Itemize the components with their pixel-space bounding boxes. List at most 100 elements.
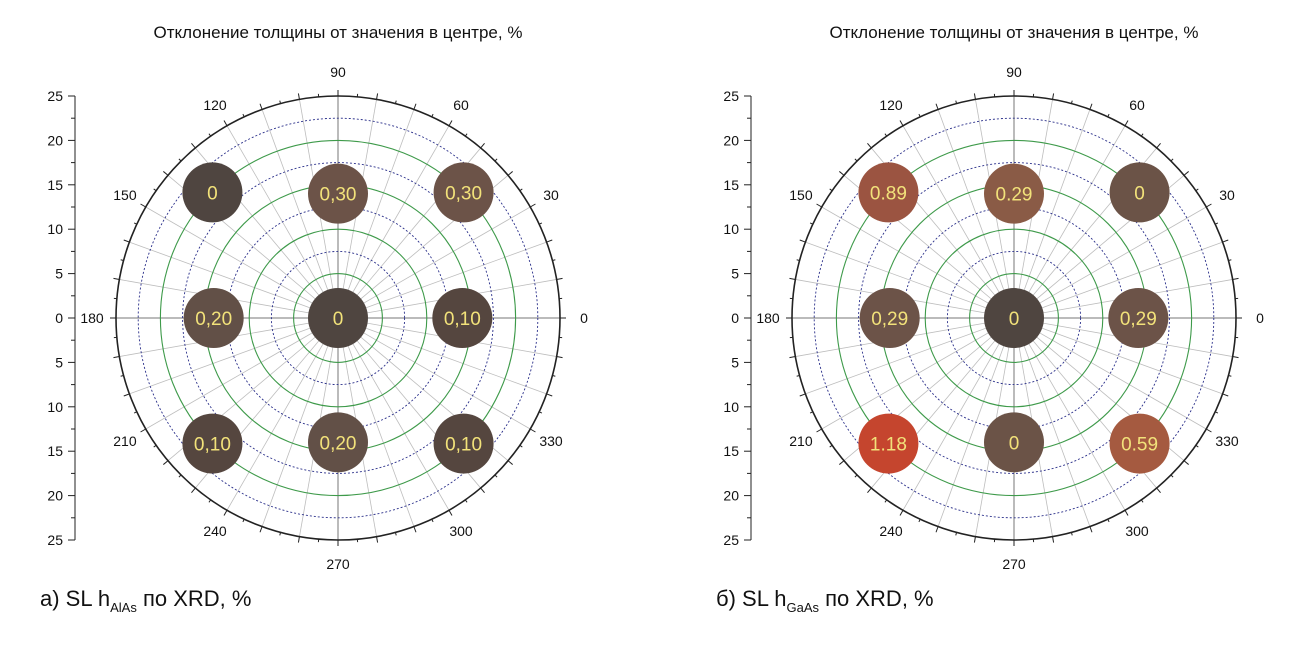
radial-axis-label: 20 <box>723 488 739 504</box>
angular-tick <box>829 188 833 192</box>
angular-tick <box>799 239 806 243</box>
angular-tick <box>140 428 146 433</box>
angular-tick <box>464 133 468 137</box>
minor-radial-ring <box>182 162 494 474</box>
angular-tick <box>519 188 523 192</box>
angular-tick <box>178 158 182 162</box>
angular-tick <box>955 532 958 536</box>
angular-tick <box>546 393 553 397</box>
major-radial-ring <box>969 273 1059 363</box>
angular-tick <box>1195 444 1199 448</box>
angular-tick <box>935 103 939 110</box>
angular-tick <box>153 444 157 448</box>
angular-tick <box>153 188 157 192</box>
angular-tick <box>140 203 146 208</box>
angular-tick <box>1070 532 1073 536</box>
angular-spoke <box>337 241 547 319</box>
angular-tick <box>113 277 120 280</box>
radial-axis-label: 25 <box>723 88 739 104</box>
caption-suffix-b: по XRD, % <box>819 586 934 611</box>
angular-tick <box>494 158 498 162</box>
angular-tick <box>431 113 434 118</box>
angular-tick <box>120 259 124 262</box>
angular-tick <box>973 93 976 100</box>
angle-tick-label: 210 <box>113 433 137 449</box>
angular-tick <box>431 518 434 523</box>
angle-tick-label: 120 <box>203 97 227 113</box>
angular-tick <box>133 222 138 225</box>
angular-tick <box>178 474 182 478</box>
data-bubble-label: 0 <box>207 183 218 204</box>
angular-tick <box>918 518 921 523</box>
angular-tick <box>1124 120 1129 126</box>
minor-radial-ring <box>813 117 1215 519</box>
data-bubble <box>183 288 244 348</box>
chart-title: Отклонение толщины от значения в центре,… <box>830 23 1199 42</box>
angular-tick <box>899 510 904 516</box>
angular-spoke <box>261 109 339 319</box>
angular-tick <box>1206 203 1212 208</box>
angular-tick <box>789 356 796 359</box>
angular-tick <box>223 120 228 126</box>
angular-tick <box>867 143 872 149</box>
angular-tick <box>223 510 228 516</box>
angular-tick <box>519 444 523 448</box>
radial-axis-label: 15 <box>723 443 739 459</box>
angular-spoke <box>145 206 339 319</box>
data-bubble <box>858 413 919 474</box>
angular-tick <box>1070 100 1073 104</box>
angular-tick <box>854 474 858 478</box>
angle-tick-label: 30 <box>543 187 559 203</box>
data-bubble-label: 0,10 <box>445 435 482 456</box>
angular-tick <box>1206 428 1212 433</box>
caption-prefix-a: а) SL h <box>40 586 111 611</box>
data-bubble <box>1109 162 1170 223</box>
radial-axis-label: 10 <box>723 221 739 237</box>
angle-tick-label: 330 <box>1215 433 1239 449</box>
angle-tick-label: 180 <box>80 310 104 326</box>
angle-tick-label: 60 <box>453 97 469 113</box>
radial-axis-label: 0 <box>55 310 63 326</box>
angle-tick-label: 90 <box>1006 64 1022 80</box>
angular-tick <box>191 143 196 149</box>
angular-tick <box>1124 510 1129 516</box>
angular-tick <box>376 536 379 543</box>
angular-tick <box>552 374 556 377</box>
angular-tick <box>1228 374 1232 377</box>
polar-chart-b: Отклонение толщины от значения в центре,… <box>723 23 1264 572</box>
angular-tick <box>1228 259 1232 262</box>
angular-spoke <box>937 109 1015 319</box>
angular-tick <box>1156 487 1161 493</box>
angle-tick-label: 270 <box>1002 556 1026 572</box>
angular-tick <box>259 103 263 110</box>
angle-tick-label: 90 <box>330 64 346 80</box>
data-bubble-label: 0,30 <box>320 185 357 206</box>
data-bubble-label: 0 <box>1009 309 1020 330</box>
data-bubble <box>984 412 1044 473</box>
angular-tick <box>1214 411 1219 414</box>
data-bubble <box>859 288 920 348</box>
angle-tick-label: 60 <box>1129 97 1145 113</box>
angular-tick <box>530 203 536 208</box>
angular-tick <box>546 239 553 243</box>
angular-tick <box>1052 536 1055 543</box>
data-bubble-label: 0 <box>333 309 344 330</box>
data-bubble-label: 0.89 <box>870 183 907 204</box>
radial-axis-label: 15 <box>47 443 63 459</box>
angular-spoke <box>821 206 1015 319</box>
angular-tick <box>789 277 796 280</box>
angular-tick <box>123 239 130 243</box>
angular-tick <box>242 113 245 118</box>
angle-tick-label: 180 <box>756 310 780 326</box>
data-bubble <box>308 412 368 473</box>
angular-tick <box>279 100 282 104</box>
angular-spoke <box>145 317 339 430</box>
angular-tick <box>1183 171 1189 176</box>
data-bubble <box>308 288 368 348</box>
data-bubble <box>432 288 493 348</box>
angular-tick <box>413 103 417 110</box>
angular-tick <box>242 518 245 523</box>
radial-axis-label: 20 <box>723 132 739 148</box>
data-bubble-label: 0.29 <box>996 185 1033 206</box>
chart-panel-b: Отклонение толщины от значения в центре,… <box>648 0 1296 653</box>
